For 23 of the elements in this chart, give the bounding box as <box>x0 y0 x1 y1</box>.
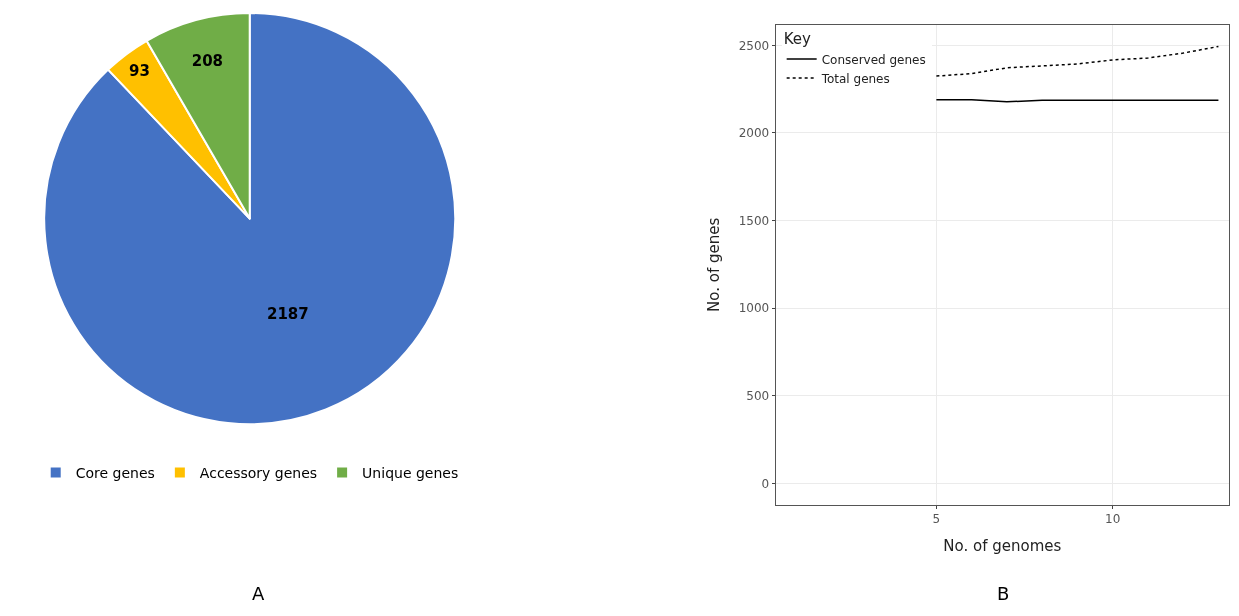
legend-label: Core genes <box>75 465 155 482</box>
y-tick-label: 500 <box>746 388 770 403</box>
y-tick-label: 0 <box>761 476 770 491</box>
data-label: 2187 <box>266 305 309 324</box>
legend-title: Key <box>783 30 811 49</box>
y-tick-label: 1500 <box>738 213 770 228</box>
y-tick-label: 1000 <box>738 301 770 316</box>
legend-label: Accessory genes <box>199 465 318 482</box>
data-label: 93 <box>129 62 150 81</box>
x-tick-label: 10 <box>1105 512 1121 527</box>
y-tick-label: 2000 <box>738 126 770 141</box>
text: B <box>997 583 1010 604</box>
legend-label: Conserved genes <box>821 52 926 67</box>
data-label: 208 <box>191 52 223 71</box>
x-tick-label: 5 <box>932 512 941 527</box>
legend-label: Unique genes <box>362 465 459 482</box>
y-tick-label: 2500 <box>738 38 770 53</box>
legend-label: Total genes <box>820 71 890 86</box>
y-axis-title: No. of genes <box>704 217 723 312</box>
x-axis-title: No. of genomes <box>943 537 1062 556</box>
text: A <box>252 583 265 604</box>
line-series <box>935 45 1220 77</box>
pie-slice <box>43 12 457 425</box>
